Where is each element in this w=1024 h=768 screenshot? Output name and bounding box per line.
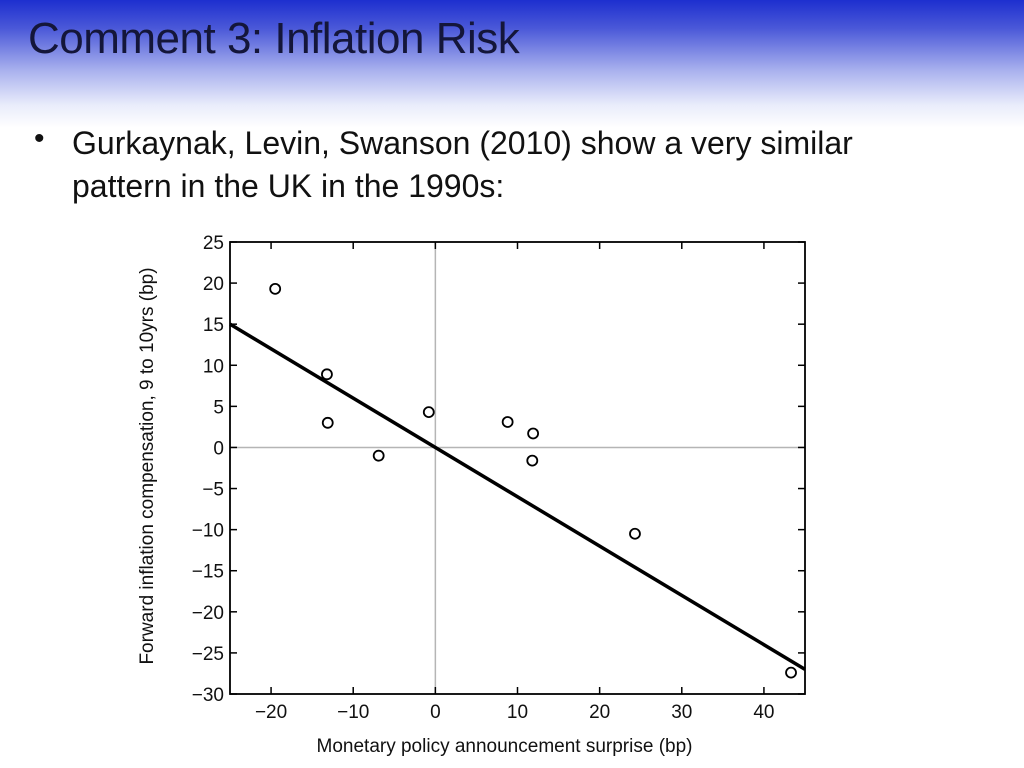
y-tick-label: −5: [202, 480, 224, 501]
x-tick-label: 10: [507, 702, 528, 723]
y-tick-label: 5: [213, 397, 224, 418]
x-tick-label: −20: [255, 702, 287, 723]
y-axis-label: Forward inflation compensation, 9 to 10y…: [137, 267, 158, 664]
y-tick-label: −20: [192, 603, 224, 624]
x-tick-label: 40: [753, 702, 774, 723]
y-tick-label: −15: [192, 562, 224, 583]
data-point: [269, 282, 282, 295]
bullet-text: Gurkaynak, Levin, Swanson (2010) show a …: [72, 125, 853, 204]
data-point: [526, 454, 539, 467]
x-tick-label: 20: [589, 702, 610, 723]
x-axis-label: Monetary policy announcement surprise (b…: [317, 736, 693, 757]
data-point: [422, 406, 435, 419]
slide-title: Comment 3: Inflation Risk: [28, 14, 520, 63]
x-tick-label: 0: [430, 702, 441, 723]
y-tick-label: 0: [213, 438, 224, 459]
data-point: [527, 427, 540, 440]
data-point: [629, 527, 641, 540]
y-tick-label: 20: [203, 274, 224, 295]
data-point: [321, 368, 333, 381]
data-point: [321, 416, 334, 429]
x-tick-label: 30: [671, 702, 692, 723]
data-point: [501, 416, 514, 428]
y-tick-label: −30: [192, 685, 224, 706]
y-tick-label: −10: [192, 521, 224, 542]
y-tick-label: 15: [203, 315, 224, 336]
y-tick-label: 25: [203, 233, 224, 254]
y-tick-label: 10: [203, 356, 224, 377]
data-point: [785, 666, 797, 679]
x-tick-label: −10: [337, 702, 369, 723]
bullet-marker: •: [34, 122, 45, 155]
title-band: [0, 0, 1024, 128]
data-point: [372, 449, 385, 462]
fit-line: [229, 322, 806, 671]
plot-frame: [229, 241, 806, 695]
y-tick-label: −25: [192, 644, 224, 665]
